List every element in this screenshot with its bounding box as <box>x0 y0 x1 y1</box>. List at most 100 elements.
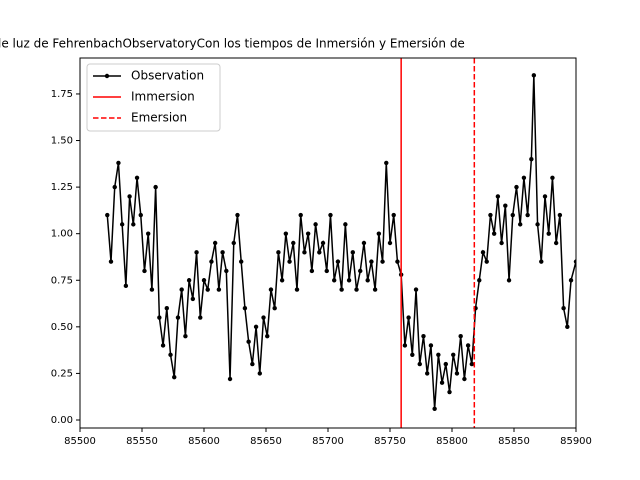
point <box>201 278 207 283</box>
point <box>257 371 262 376</box>
point <box>146 231 151 236</box>
point <box>525 212 530 218</box>
point <box>123 283 129 289</box>
point <box>376 231 382 236</box>
plot-frame <box>79 57 577 429</box>
point <box>568 278 574 283</box>
point <box>216 287 222 292</box>
point <box>119 222 125 227</box>
point <box>361 240 367 246</box>
point <box>346 278 352 283</box>
point <box>138 212 143 218</box>
y-tick-label: 0.00 <box>51 415 73 426</box>
point <box>313 222 318 227</box>
point <box>465 343 471 348</box>
x-tick-label: 85750 <box>374 436 406 447</box>
point <box>265 333 270 339</box>
point <box>561 306 566 311</box>
point <box>503 203 508 208</box>
point <box>458 333 463 339</box>
point <box>127 194 132 199</box>
x-tick-label: 85500 <box>64 436 96 447</box>
point <box>495 194 501 199</box>
legend-box <box>86 63 221 132</box>
point <box>305 231 311 236</box>
point <box>328 212 333 218</box>
point <box>402 343 408 348</box>
point <box>309 268 315 274</box>
point <box>491 231 497 236</box>
point <box>480 250 486 255</box>
point <box>384 160 389 166</box>
point <box>432 406 437 412</box>
point <box>372 287 378 292</box>
point <box>250 361 255 367</box>
point <box>298 212 303 218</box>
point <box>231 240 236 246</box>
point <box>413 287 419 292</box>
point <box>539 259 544 264</box>
point <box>294 287 300 292</box>
y-tick-label: 1.75 <box>51 89 73 100</box>
point <box>499 240 504 246</box>
x-tick-label: 85850 <box>498 436 530 447</box>
point <box>194 250 199 255</box>
point <box>369 259 374 264</box>
x-tick-label: 85550 <box>126 436 158 447</box>
y-tick-label: 0.25 <box>51 368 73 379</box>
y-tick-label: 0.50 <box>51 322 73 333</box>
point <box>242 306 248 311</box>
point <box>506 278 512 283</box>
point <box>172 374 177 380</box>
x-tick-label: 85600 <box>188 436 220 447</box>
point <box>406 315 411 320</box>
point <box>112 184 117 190</box>
point <box>276 250 281 255</box>
point <box>108 259 114 264</box>
point <box>209 259 214 264</box>
point <box>332 278 337 283</box>
point <box>339 287 344 292</box>
point <box>302 250 307 255</box>
point <box>168 352 173 357</box>
point <box>387 240 393 246</box>
point <box>469 361 475 367</box>
point <box>283 231 289 236</box>
legend-label: Emersion <box>131 111 187 125</box>
point <box>183 333 188 339</box>
point <box>565 324 570 330</box>
point <box>531 73 537 78</box>
point <box>350 250 355 255</box>
y-tick-label: 1.25 <box>51 182 73 193</box>
point <box>224 268 229 274</box>
point <box>546 231 551 236</box>
point <box>439 380 445 385</box>
point <box>421 333 426 339</box>
point <box>157 315 162 320</box>
point <box>142 268 147 274</box>
point <box>391 212 396 218</box>
point <box>365 278 370 283</box>
point <box>253 324 259 330</box>
point <box>175 315 181 320</box>
point <box>287 259 292 264</box>
point <box>105 212 110 218</box>
point <box>454 371 460 376</box>
point <box>190 296 196 302</box>
point <box>410 352 415 357</box>
point <box>317 250 322 255</box>
point <box>428 343 434 348</box>
x-tick-label: 85650 <box>250 436 282 447</box>
point <box>462 376 467 382</box>
point <box>131 222 136 227</box>
point <box>542 194 548 199</box>
point <box>553 240 559 246</box>
point <box>324 268 329 274</box>
point <box>149 287 155 292</box>
point <box>205 287 210 292</box>
y-tick-label: 1.50 <box>51 136 73 147</box>
point <box>488 212 493 218</box>
point <box>447 389 452 395</box>
point <box>246 339 251 344</box>
point <box>134 175 140 180</box>
